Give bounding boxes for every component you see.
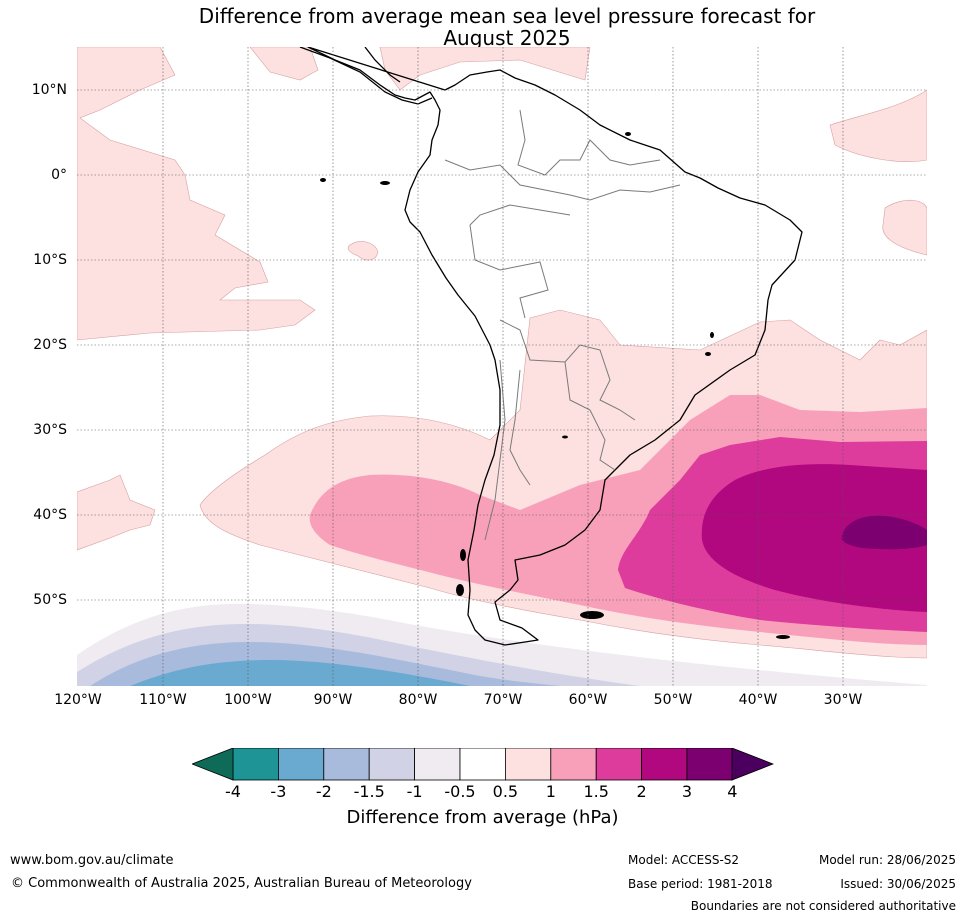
title-line-2: August 2025: [443, 26, 571, 50]
lon-label-80w: 80°W: [398, 692, 438, 708]
lat-label-30s: 30°S: [33, 422, 67, 438]
footer-disclaimer: Boundaries are not considered authoritat…: [690, 899, 956, 913]
lat-label-0: 0°: [51, 167, 67, 183]
colorbar-segment: [278, 748, 325, 781]
country-borders: [444, 109, 681, 541]
colorbar-tick-label: -3: [270, 782, 287, 801]
lon-label-120w: 120°W: [54, 692, 102, 708]
lon-label-40w: 40°W: [738, 692, 778, 708]
colorbar-tick-label: -1.5: [353, 782, 385, 801]
colorbar-tick-label: 1.5: [583, 782, 609, 801]
graticule: [77, 47, 927, 686]
lat-label-40s: 40°S: [33, 507, 67, 523]
colorbar-tick-label: 1: [545, 782, 556, 801]
colorbar-tick-label: 3: [681, 782, 693, 801]
colorbar-segment: [232, 748, 279, 781]
colorbar-over-arrow: [731, 748, 774, 781]
anomaly-band-positive-0.5-ne-patch: [829, 89, 927, 162]
colorbar-segment: [459, 748, 506, 781]
colorbar-under-arrow: [192, 748, 234, 781]
anomaly-band-positive-0.5-far-w: [77, 474, 156, 551]
south-america-coastline: [307, 47, 803, 646]
anomaly-band-positive-0.5-small: [347, 241, 379, 261]
lat-label-10s: 10°S: [33, 252, 67, 268]
lon-label-100w: 100°W: [224, 692, 272, 708]
anomaly-band-positive-0.5-e-patch: [882, 199, 927, 256]
anomaly-band-positive-0.5-nw-patch: [249, 47, 319, 81]
lat-label-20s: 20°S: [33, 337, 67, 353]
colorbar-tick-label: -2: [315, 782, 332, 801]
colorbar-label: Difference from average (hPa): [346, 807, 619, 828]
colorbar-tick-label: 2: [636, 782, 647, 801]
lon-label-50w: 50°W: [653, 692, 693, 708]
islands: [320, 132, 790, 639]
map-title: Difference from average mean sea level p…: [0, 5, 965, 49]
footer-model-run: Model run: 28/06/2025: [818, 853, 956, 867]
colorbar-segment: [504, 748, 552, 781]
pressure-anomaly-map: [77, 47, 927, 686]
colorbar-segment: [323, 748, 370, 781]
anomaly-band-positive-0.5-west: [77, 47, 316, 341]
colorbar-tick-label: 0.5: [492, 782, 519, 801]
colorbar-segment: [595, 748, 643, 781]
colorbar-segments: [232, 748, 733, 781]
lon-label-70w: 70°W: [483, 692, 523, 708]
colorbar-segment: [686, 748, 733, 781]
colorbar-segment: [550, 748, 597, 781]
lon-label-90w: 90°W: [313, 692, 353, 708]
colorbar: [192, 748, 774, 781]
footer-url[interactable]: www.bom.gov.au/climate: [10, 853, 174, 868]
colorbar-tick-label: 4: [727, 782, 738, 801]
colorbar-tick-label: -4: [225, 782, 241, 801]
lon-label-60w: 60°W: [568, 692, 608, 708]
colorbar-segment: [414, 748, 461, 781]
footer-copyright: © Commonwealth of Australia 2025, Austra…: [11, 876, 472, 891]
anomaly-band-positive-2: [701, 464, 927, 612]
anomaly-band-positive-0.5-carib: [379, 47, 591, 91]
colorbar-segment: [641, 748, 688, 781]
anomaly-band-negative-minus2: [130, 660, 470, 686]
map-area: [77, 47, 927, 686]
lat-label-10n: 10°N: [31, 82, 67, 98]
footer-issued: Issued: 30/06/2025: [840, 877, 956, 891]
colorbar-tick-label: -0.5: [444, 782, 476, 801]
footer-base-period: Base period: 1981-2018: [628, 877, 773, 891]
anomaly-band-positive-3: [841, 515, 927, 550]
title-line-1: Difference from average mean sea level p…: [198, 4, 816, 28]
colorbar-segment: [368, 748, 415, 781]
colorbar-tick-label: -1: [406, 782, 423, 801]
lat-label-50s: 50°S: [33, 592, 67, 608]
lon-label-30w: 30°W: [823, 692, 863, 708]
lon-label-110w: 110°W: [139, 692, 187, 708]
footer-model: Model: ACCESS-S2: [628, 853, 740, 867]
